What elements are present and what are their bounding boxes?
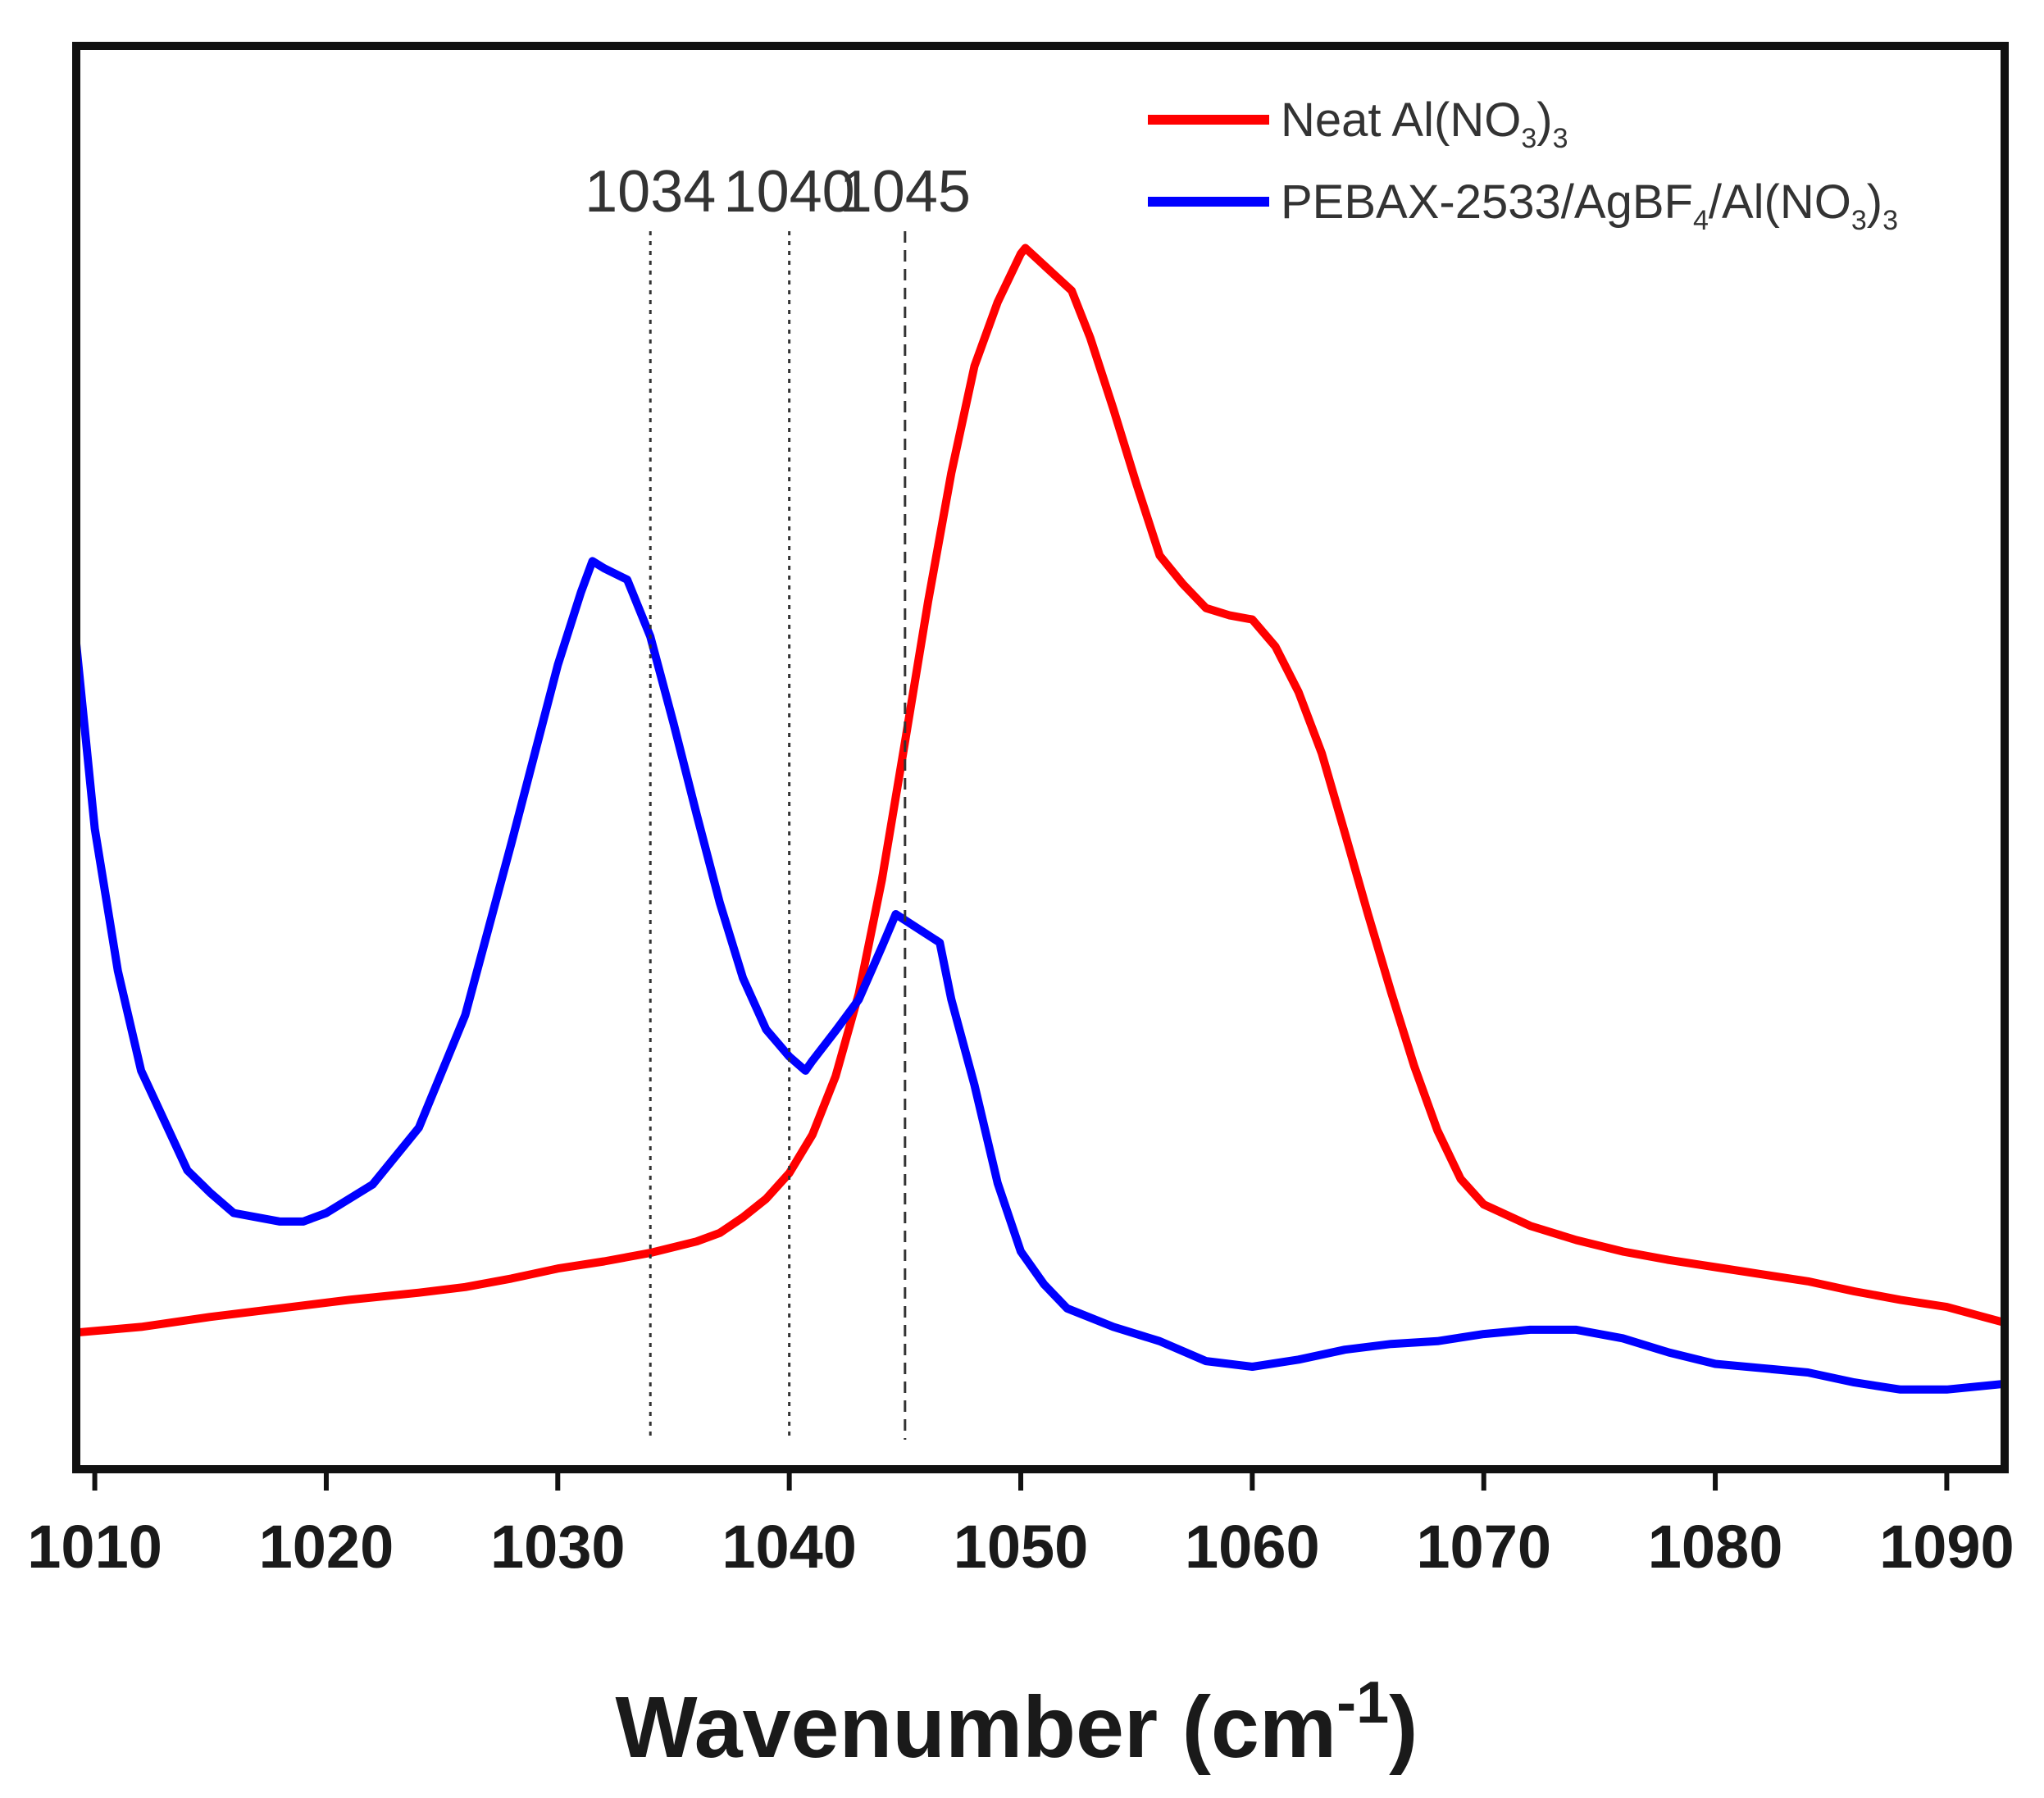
series-layer: [72, 244, 2006, 1394]
legend-label-pebax-2533-agbf4-al-no3-3: PEBAX-2533/AgBF4/Al(NO3)3: [1281, 175, 1898, 236]
x-axis-title-superscript: -1: [1336, 1670, 1389, 1736]
x-tick-label-1020: 1020: [259, 1513, 394, 1581]
x-axis-title-close: ): [1389, 1679, 1418, 1776]
x-tick-label-1050: 1050: [954, 1513, 1089, 1581]
plot-frame: [72, 42, 2009, 1473]
legend-label-neat-al-no3-3: Neat Al(NO3)3: [1281, 93, 1568, 154]
x-tick-label-1090: 1090: [1879, 1513, 2014, 1581]
x-axis-title: Wavenumber (cm-1): [616, 1670, 1418, 1776]
annotation-label-1040: 1040: [724, 159, 855, 225]
x-tick-label-1060: 1060: [1185, 1513, 1320, 1581]
series-line-pebax-2533-agbf4-al-no3-3: [72, 557, 2005, 1394]
x-tick-label-1040: 1040: [722, 1513, 857, 1581]
x-tick-label-1070: 1070: [1416, 1513, 1551, 1581]
annotation-label-1034: 1034: [585, 159, 716, 225]
x-tick-label-1010: 1010: [27, 1513, 162, 1581]
x-tick-label-1030: 1030: [490, 1513, 626, 1581]
annotation-label-1045: 1045: [840, 159, 971, 225]
x-axis-title-main: Wavenumber (cm: [616, 1679, 1337, 1776]
x-axis-ticks: 1010 1020 1030 1040 1050 1060 1070 1080 1090: [27, 1469, 2014, 1581]
series-line-neat-al-no3-3: [75, 244, 2006, 1337]
x-tick-label-1080: 1080: [1648, 1513, 1783, 1581]
legend: Neat Al(NO3)3 PEBAX-2533/AgBF4/Al(NO3)3: [1148, 93, 1898, 236]
